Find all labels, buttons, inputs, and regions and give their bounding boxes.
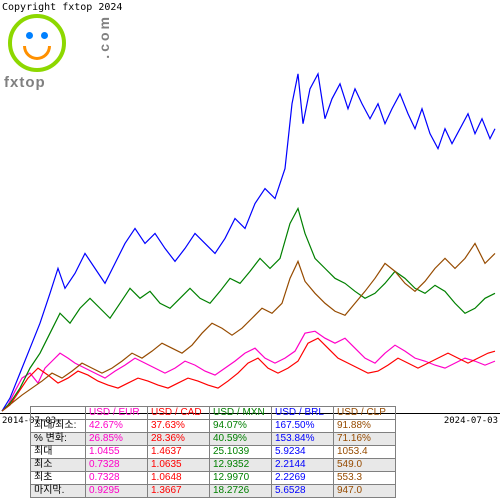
table-cell: 1.4637 [148,446,210,459]
table-cell: 28.36% [148,433,210,446]
table-cell: 94.07% [210,420,272,433]
series-line [2,338,495,411]
copyright-text: Copyright fxtop 2024 [2,2,122,13]
table-cell: 553.3 [334,472,396,485]
stats-table: USD / EURUSD / CADUSD / MXNUSD / BRLUSD … [30,406,396,498]
table-cell: 18.2726 [210,485,272,498]
row-label: 최초 [31,472,86,485]
row-label: % 변화: [31,433,86,446]
table-cell: 1.0648 [148,472,210,485]
table-row: 최소0.73281.063512.93522.2144549.0 [31,459,396,472]
line-chart [0,14,500,414]
table-cell: 1.0455 [86,446,148,459]
series-line [2,331,495,411]
table-cell: 40.59% [210,433,272,446]
row-label: 최소 [31,459,86,472]
table-cell: 2.2144 [272,459,334,472]
table-cell: 42.67% [86,420,148,433]
column-header: USD / MXN [210,407,272,420]
column-header: USD / EUR [86,407,148,420]
table-cell: 2.2269 [272,472,334,485]
table-cell: 0.7328 [86,459,148,472]
table-cell: 167.50% [272,420,334,433]
table-cell: 0.9295 [86,485,148,498]
table-row: % 변화:26.85%28.36%40.59%153.84%71.16% [31,433,396,446]
table-row: 최초0.73281.064812.99702.2269553.3 [31,472,396,485]
table-cell: 12.9352 [210,459,272,472]
x-end-label: 2024-07-03 [444,416,498,426]
chart-svg [0,14,500,413]
table-header-row: USD / EURUSD / CADUSD / MXNUSD / BRLUSD … [31,407,396,420]
table-cell: 1053.4 [334,446,396,459]
table-row: 최대/최소:42.67%37.63%94.07%167.50%91.88% [31,420,396,433]
series-line [2,209,495,411]
table-cell: 91.88% [334,420,396,433]
table-cell: 0.7328 [86,472,148,485]
row-label: 마지막. [31,485,86,498]
series-line [2,243,495,411]
table-cell: 71.16% [334,433,396,446]
table-cell: 549.0 [334,459,396,472]
table-row: 마지막.0.92951.366718.27265.6528947.0 [31,485,396,498]
row-label: 최대/최소: [31,420,86,433]
table-corner-cell [31,407,86,420]
table-cell: 153.84% [272,433,334,446]
table-cell: 5.9234 [272,446,334,459]
column-header: USD / CLP [334,407,396,420]
table-cell: 5.6528 [272,485,334,498]
table-cell: 25.1039 [210,446,272,459]
table-cell: 1.0635 [148,459,210,472]
column-header: USD / BRL [272,407,334,420]
table-cell: 26.85% [86,433,148,446]
table-cell: 37.63% [148,420,210,433]
table-cell: 947.0 [334,485,396,498]
row-label: 최대 [31,446,86,459]
table-row: 최대1.04551.463725.10395.92341053.4 [31,446,396,459]
column-header: USD / CAD [148,407,210,420]
table-cell: 12.9970 [210,472,272,485]
table-cell: 1.3667 [148,485,210,498]
